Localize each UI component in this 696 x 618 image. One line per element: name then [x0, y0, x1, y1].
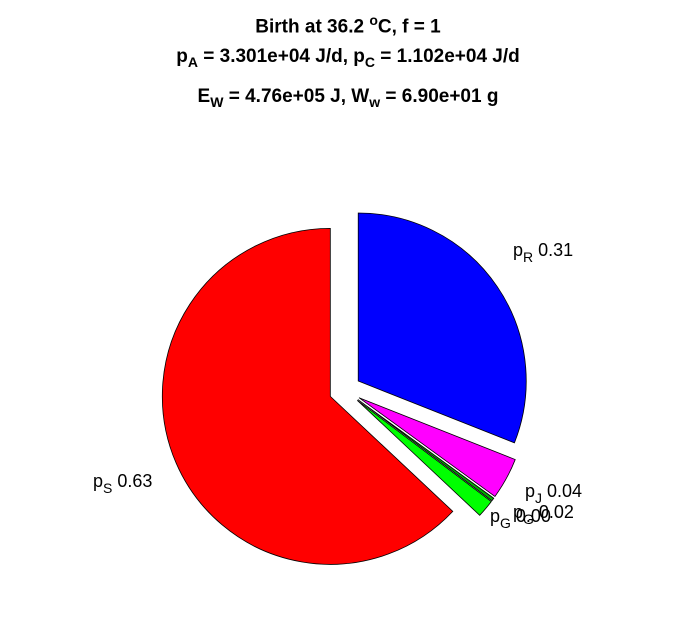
- ew-symbol: E: [197, 86, 211, 107]
- pc-symbol: p: [353, 46, 365, 67]
- chart-title-line-1: Birth at 36.2 oC, f = 1: [0, 12, 696, 38]
- pie-slice-j: [358, 397, 516, 498]
- pie-slice-r: [357, 212, 527, 444]
- pie-slice-s: [161, 227, 454, 565]
- pa-value: = 3.301e+04 J/d,: [197, 46, 354, 67]
- chart-title-line-3: EW = 4.76e+05 J, Ww = 6.90e+01 g: [0, 86, 696, 110]
- ew-value: = 4.76e+05 J,: [223, 86, 352, 107]
- ww-sub: w: [369, 93, 381, 110]
- pc-sub: C: [364, 53, 376, 70]
- slice-label-g2: pG 0.02: [513, 502, 574, 527]
- slice-label-g1: pG 0.00: [490, 506, 551, 531]
- pa-sub: A: [187, 53, 198, 70]
- ww-value: = 6.90e+01 g: [380, 86, 499, 107]
- ew-sub: W: [210, 93, 224, 110]
- slice-label-r: pR 0.31: [513, 240, 573, 265]
- title-line1-text: Birth at 36.2: [255, 16, 370, 38]
- slice-label-j: pJ 0.04: [525, 481, 582, 506]
- slice-label-s: pS 0.63: [93, 471, 152, 496]
- degree-sup: o: [369, 12, 378, 28]
- pc-value: = 1.102e+04 J/d: [375, 46, 520, 67]
- pie-slice-g1: [357, 399, 495, 502]
- chart-title-line-2: pA = 3.301e+04 J/d, pC = 1.102e+04 J/d: [0, 46, 696, 70]
- title-line1-post: C, f = 1: [377, 16, 441, 38]
- ww-symbol: W: [351, 86, 370, 107]
- pa-symbol: p: [176, 46, 188, 67]
- pie-slice-g2: [356, 399, 492, 516]
